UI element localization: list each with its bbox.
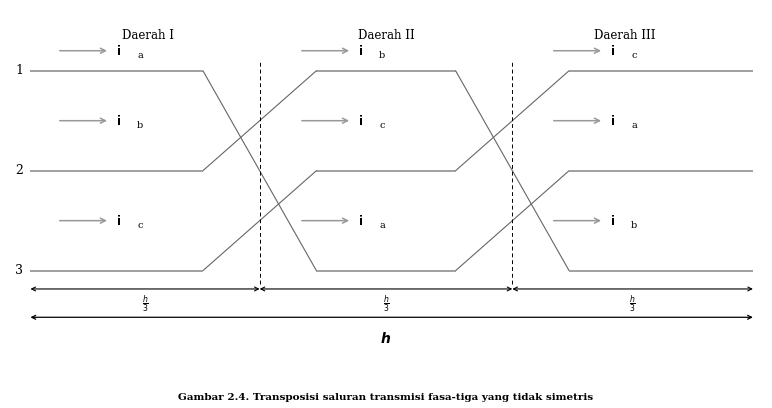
Text: $\mathbf{i}$: $\mathbf{i}$ — [116, 114, 121, 128]
Text: $\mathbf{i}$: $\mathbf{i}$ — [116, 214, 121, 228]
Text: $\mathbf{i}$: $\mathbf{i}$ — [610, 44, 615, 58]
Text: Daerah II: Daerah II — [357, 29, 415, 42]
Text: b: b — [631, 221, 638, 230]
Text: Daerah III: Daerah III — [594, 29, 655, 42]
Text: 2: 2 — [15, 164, 23, 177]
Text: $\frac{h}{3}$: $\frac{h}{3}$ — [141, 293, 148, 315]
Text: a: a — [137, 51, 143, 60]
Text: b: b — [137, 121, 144, 130]
Text: c: c — [631, 51, 637, 60]
Text: Daerah I: Daerah I — [122, 29, 174, 42]
Text: $\mathbf{i}$: $\mathbf{i}$ — [358, 214, 363, 228]
Text: $\mathbf{i}$: $\mathbf{i}$ — [610, 114, 615, 128]
Text: $\mathbf{i}$: $\mathbf{i}$ — [358, 44, 363, 58]
Text: 3: 3 — [15, 264, 23, 277]
Text: b: b — [379, 51, 385, 60]
Text: Gambar 2.4. Transposisi saluran transmisi fasa-tiga yang tidak simetris: Gambar 2.4. Transposisi saluran transmis… — [178, 393, 594, 402]
Text: 1: 1 — [15, 64, 23, 77]
Text: $\frac{h}{3}$: $\frac{h}{3}$ — [382, 293, 390, 315]
Text: $\mathbf{i}$: $\mathbf{i}$ — [116, 44, 121, 58]
Text: $\frac{h}{3}$: $\frac{h}{3}$ — [629, 293, 636, 315]
Text: $\mathbf{i}$: $\mathbf{i}$ — [358, 114, 363, 128]
Text: c: c — [137, 221, 143, 230]
Text: $\boldsymbol{h}$: $\boldsymbol{h}$ — [381, 330, 391, 346]
Text: c: c — [379, 121, 384, 130]
Text: a: a — [379, 221, 385, 230]
Text: $\mathbf{i}$: $\mathbf{i}$ — [610, 214, 615, 228]
Text: a: a — [631, 121, 637, 130]
